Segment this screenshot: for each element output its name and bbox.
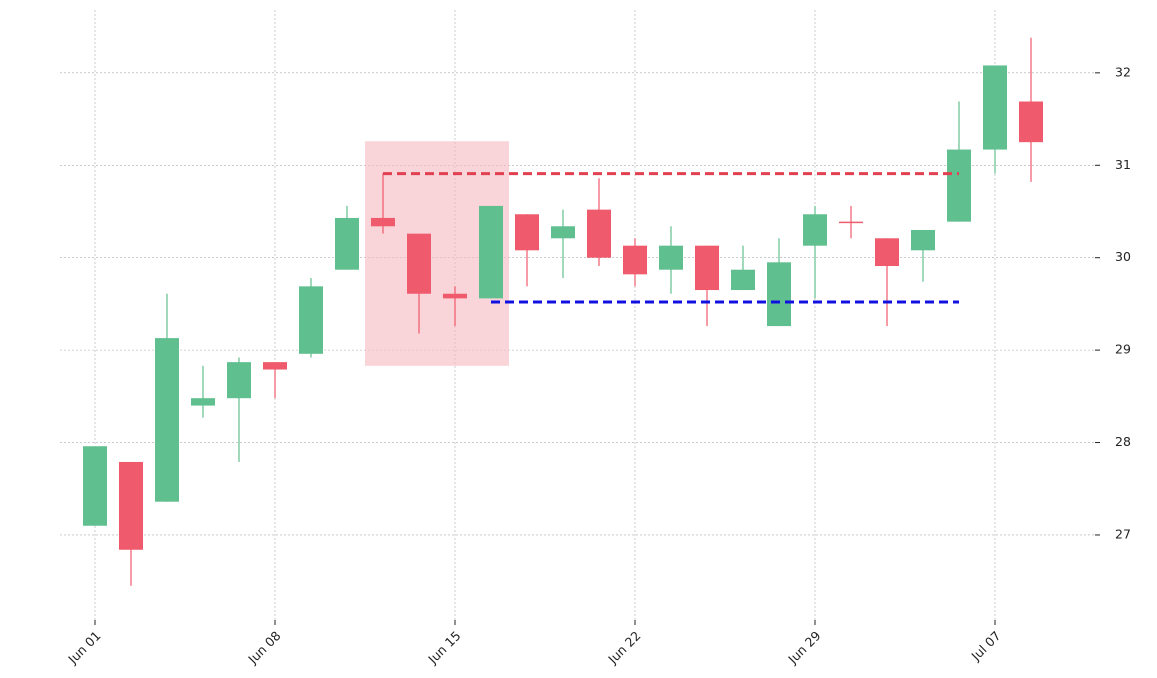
candle-body — [1019, 101, 1043, 143]
y-tick-label: 31 — [1115, 157, 1131, 172]
y-tick-label: 28 — [1115, 434, 1131, 449]
candle-body — [479, 205, 503, 299]
x-tick-label: Jun 15 — [424, 628, 463, 667]
candle-body — [515, 214, 539, 251]
candle-body — [767, 262, 791, 327]
x-tick-label: Jul 07 — [968, 628, 1004, 664]
x-tick-label: Jun 08 — [244, 628, 283, 667]
y-tick-label: 29 — [1115, 342, 1131, 357]
candle-body — [911, 229, 935, 251]
candle-body — [623, 245, 647, 275]
candle-body — [803, 214, 827, 246]
y-tick-label: 32 — [1115, 64, 1131, 79]
candle-body — [299, 286, 323, 354]
candle-body — [191, 398, 215, 406]
candle-body — [155, 338, 179, 502]
x-tick-label: Jun 22 — [604, 628, 643, 667]
candle-body — [695, 245, 719, 291]
candle-body — [587, 209, 611, 258]
candle-body — [263, 362, 287, 370]
candle-body — [407, 233, 431, 294]
y-tick-label: 27 — [1115, 526, 1131, 541]
candle-body — [227, 362, 251, 399]
candle-body — [947, 149, 971, 222]
candle-body — [551, 226, 575, 239]
candle-body — [119, 461, 143, 550]
candle-body — [335, 217, 359, 270]
candle-body — [839, 221, 863, 224]
candle-body — [443, 293, 467, 299]
candle-body — [983, 65, 1007, 150]
candle-body — [875, 238, 899, 267]
candle-body — [731, 269, 755, 291]
candle-body — [83, 446, 107, 526]
x-tick-label: Jun 01 — [64, 628, 103, 667]
candle-body — [659, 245, 683, 270]
y-tick-label: 30 — [1115, 249, 1131, 264]
x-tick-label: Jun 29 — [784, 628, 823, 667]
candle-body — [371, 217, 395, 227]
